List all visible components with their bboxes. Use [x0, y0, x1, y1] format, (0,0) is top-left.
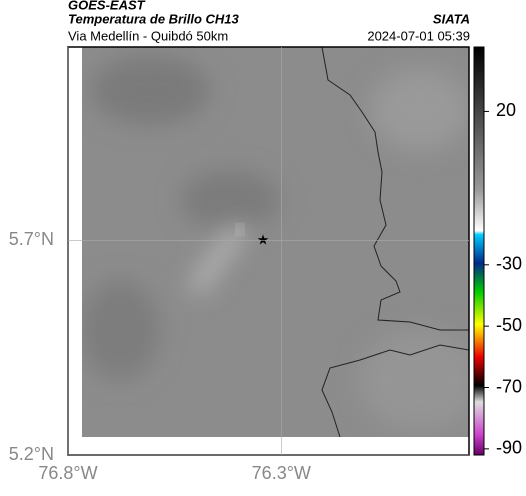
source: SIATA: [433, 11, 470, 26]
x-tick-label: 76.3°W: [252, 463, 311, 483]
city-marker: ★: [257, 232, 270, 248]
x-tick-label: 76.8°W: [38, 463, 97, 483]
colorbar-tick-label: -70: [496, 376, 522, 396]
colorbar-tick-label: 20: [496, 100, 516, 120]
colorbar-tick-label: -50: [496, 315, 522, 335]
colorbar: [473, 46, 485, 456]
y-tick-label: 5.2°N: [9, 444, 54, 464]
datetime: 2024-07-01 05:39: [367, 28, 470, 43]
satellite-image: [82, 47, 469, 437]
subtitle: Temperatura de Brillo CH13: [68, 11, 240, 26]
location: Via Medellín - Quibdó 50km: [68, 28, 228, 43]
y-tick-label: 5.7°N: [9, 229, 54, 249]
colorbar-tick-label: -90: [496, 438, 522, 458]
title: GOES-EAST: [68, 0, 146, 12]
colorbar-tick-label: -30: [496, 254, 522, 274]
